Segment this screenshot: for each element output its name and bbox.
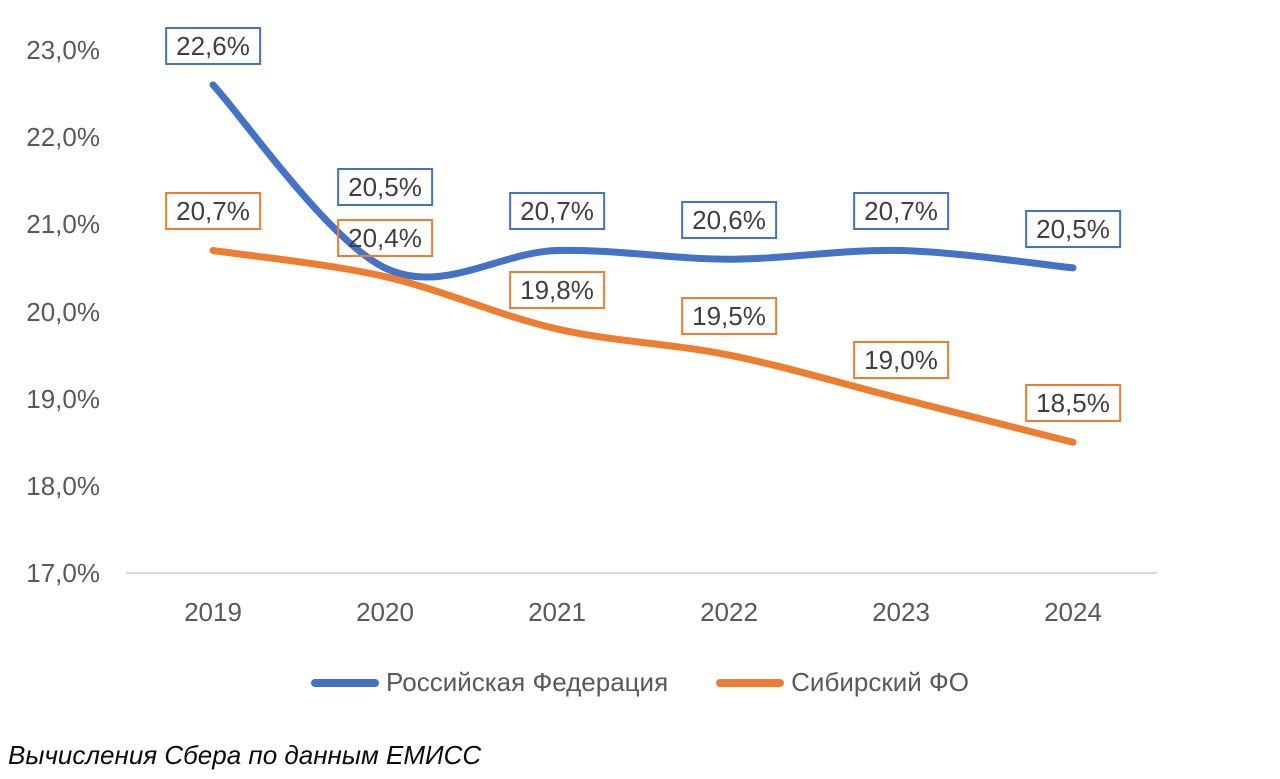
legend-item-russian-federation: Российская Федерация — [311, 667, 668, 698]
x-tick-label: 2023 — [872, 597, 930, 627]
y-tick-label: 18,0% — [26, 470, 100, 501]
data-label: 20,7% — [165, 192, 261, 231]
legend-label-siberian-fo: Сибирский ФО — [791, 667, 969, 697]
data-label: 19,5% — [681, 297, 777, 336]
data-label: 20,7% — [509, 192, 605, 231]
x-tick-label: 2022 — [700, 597, 758, 627]
y-tick-label: 20,0% — [26, 296, 100, 327]
source-caption: Вычисления Сбера по данным ЕМИСС — [8, 740, 482, 770]
data-label: 19,8% — [509, 270, 605, 309]
data-label: 20,6% — [681, 201, 777, 240]
legend-label-russian-federation: Российская Федерация — [386, 667, 669, 697]
x-tick-label: 2021 — [528, 597, 586, 627]
y-tick-label: 22,0% — [26, 122, 100, 153]
data-label: 22,6% — [165, 26, 261, 65]
legend-swatch-russian-federation — [311, 678, 380, 687]
data-label: 20,5% — [1025, 209, 1121, 248]
y-tick-label: 23,0% — [26, 35, 100, 65]
y-tick-label: 19,0% — [26, 383, 100, 414]
x-tick-label: 2020 — [356, 597, 414, 627]
legend: Российская Федерация Сибирский ФО — [0, 667, 1280, 698]
data-label: 20,7% — [853, 192, 949, 231]
legend-swatch-siberian-fo — [716, 678, 785, 687]
y-tick-label: 17,0% — [26, 558, 100, 588]
x-tick-label: 2024 — [1044, 597, 1102, 627]
data-label: 20,4% — [337, 218, 433, 257]
data-label: 19,0% — [853, 340, 949, 379]
x-tick-label: 2019 — [184, 597, 242, 627]
series-line-1 — [209, 246, 1077, 446]
legend-item-siberian-fo: Сибирский ФО — [716, 667, 969, 698]
data-label: 18,5% — [1025, 384, 1121, 423]
y-tick-label: 21,0% — [26, 209, 100, 240]
data-label: 20,5% — [337, 167, 433, 206]
